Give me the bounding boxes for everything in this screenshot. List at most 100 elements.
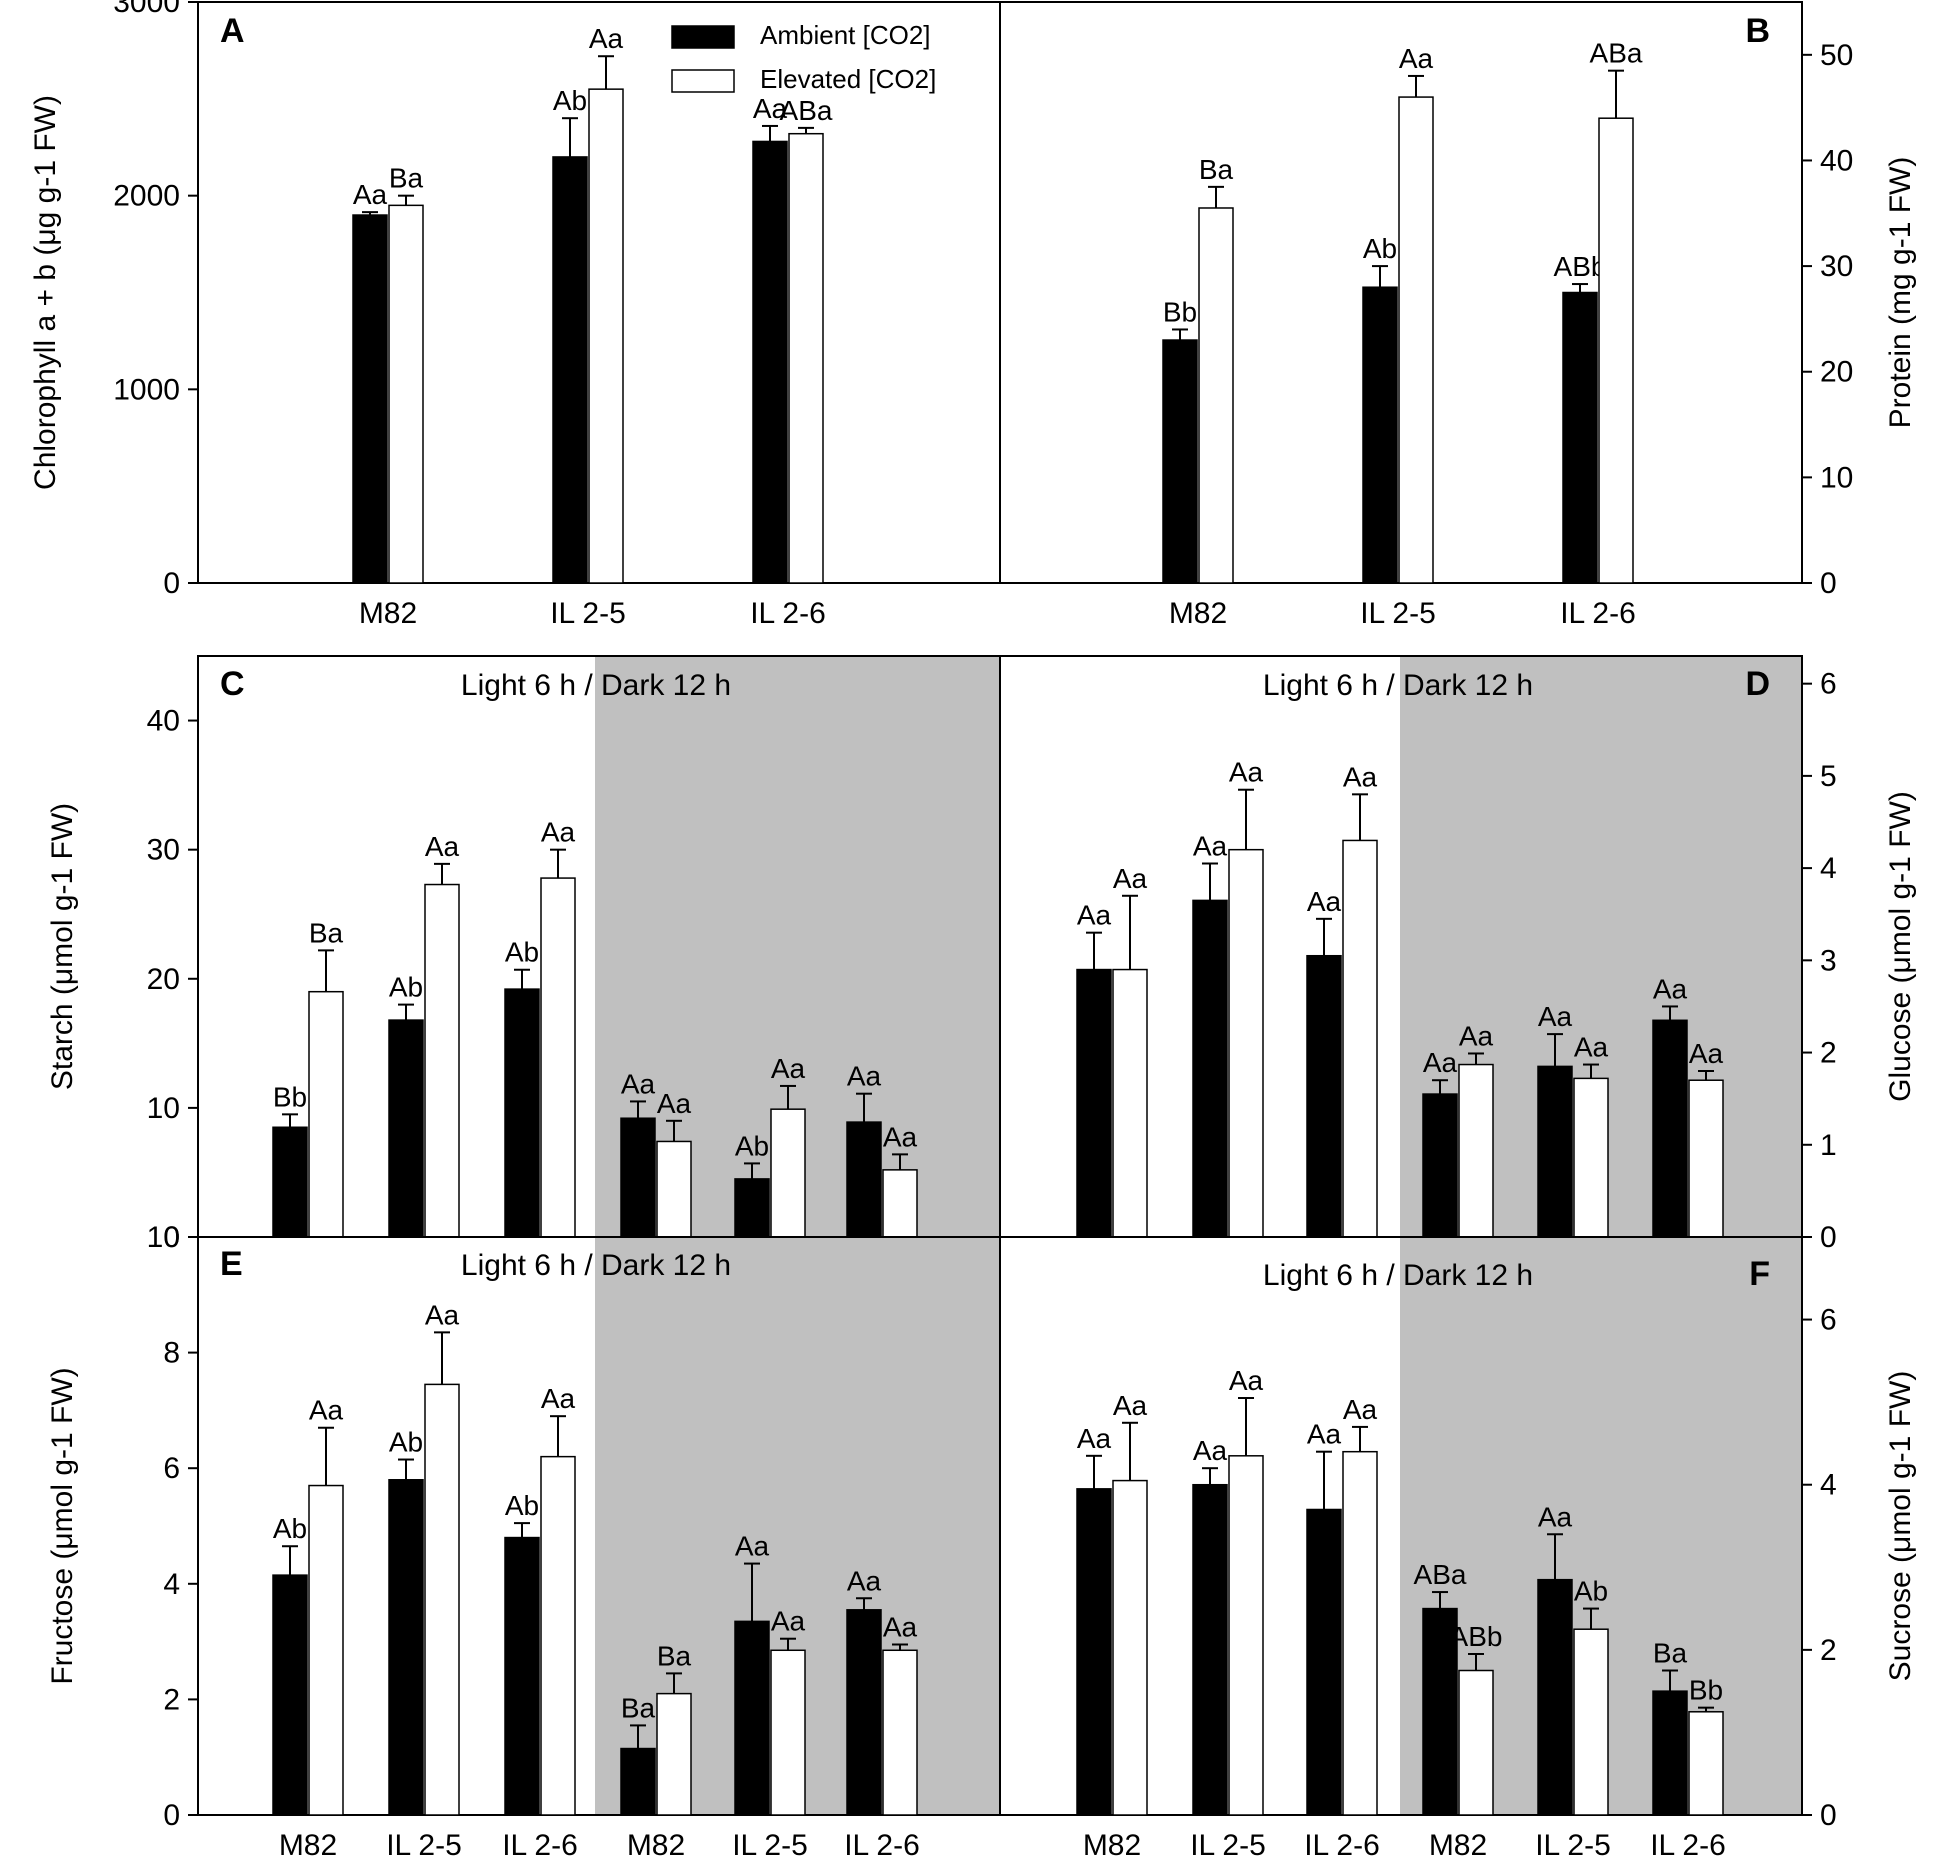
sig-label-ambient-f-4: Aa (1538, 1501, 1573, 1532)
x-tick-label-f-3: M82 (1429, 1829, 1487, 1862)
bar-ambient-e-2 (504, 1536, 540, 1816)
sig-label-elevated-b-0: Ba (1199, 154, 1234, 185)
sig-label-ambient-b-1: Ab (1363, 233, 1397, 264)
bar-elevated-f-0 (1112, 1479, 1148, 1816)
plot-frame-f (999, 1236, 1803, 1816)
sig-label-elevated-f-4: Ab (1574, 1576, 1608, 1607)
bar-ambient-c-3 (620, 1117, 656, 1238)
bar-elevated-e-4 (770, 1649, 806, 1816)
y-tick-label-f-1: 2 (1820, 1634, 1837, 1667)
x-tick-label-f-1: IL 2-5 (1190, 1829, 1266, 1862)
bar-ambient-d-1 (1192, 899, 1228, 1238)
bar-ambient-e-3 (620, 1747, 656, 1816)
sig-label-ambient-d-4: Aa (1538, 1001, 1573, 1032)
y-tick-label-b-0: 0 (1820, 567, 1837, 600)
bar-ambient-b-0 (1162, 339, 1198, 584)
sig-label-elevated-c-0: Ba (309, 917, 344, 948)
bar-elevated-d-4 (1573, 1077, 1609, 1238)
bar-ambient-f-3 (1422, 1607, 1458, 1816)
y-tick-label-d-0: 0 (1820, 1221, 1837, 1254)
y-axis-label-f: Sucrose (μmol g-1 FW) (1884, 1371, 1917, 1682)
x-tick-label-e-5: IL 2-6 (844, 1829, 920, 1862)
sig-label-elevated-a-0: Ba (389, 163, 424, 194)
y-tick-label-c-4: 40 (147, 705, 180, 738)
sig-label-elevated-c-4: Aa (771, 1053, 806, 1084)
sig-label-elevated-f-0: Aa (1113, 1390, 1148, 1421)
y-tick-label-a-3: 3000 (113, 0, 180, 19)
sig-label-ambient-f-3: ABa (1414, 1559, 1467, 1590)
y-tick-label-d-2: 2 (1820, 1037, 1837, 1070)
panel-letter-c: C (220, 665, 245, 703)
x-tick-label-e-0: M82 (279, 1829, 337, 1862)
sig-label-elevated-e-5: Aa (883, 1611, 918, 1642)
bar-ambient-c-4 (734, 1178, 770, 1238)
sig-label-elevated-d-2: Aa (1343, 761, 1378, 792)
y-tick-label-d-1: 1 (1820, 1129, 1837, 1162)
period-title-d: Light 6 h / Dark 12 h (1263, 669, 1533, 702)
sig-label-ambient-f-0: Aa (1077, 1423, 1112, 1454)
bar-elevated-a-1 (588, 88, 624, 584)
bar-elevated-f-1 (1228, 1455, 1264, 1816)
y-axis-label-b: Protein (mg g-1 FW) (1884, 157, 1917, 429)
sig-label-ambient-b-2: ABb (1554, 251, 1607, 282)
sig-label-ambient-e-5: Aa (847, 1565, 882, 1596)
sig-label-ambient-d-3: Aa (1423, 1047, 1458, 1078)
y-tick-label-d-5: 5 (1820, 760, 1837, 793)
x-tick-label-f-4: IL 2-5 (1535, 1829, 1611, 1862)
y-tick-label-c-1: 10 (147, 1092, 180, 1125)
x-tick-label-f-2: IL 2-6 (1304, 1829, 1380, 1862)
bar-elevated-f-5 (1688, 1711, 1724, 1816)
sig-label-elevated-d-4: Aa (1574, 1032, 1609, 1063)
sig-label-ambient-c-0: Bb (273, 1081, 307, 1112)
x-tick-label-e-2: IL 2-6 (502, 1829, 578, 1862)
sig-label-elevated-f-2: Aa (1343, 1394, 1378, 1425)
period-title-f: Light 6 h / Dark 12 h (1263, 1259, 1533, 1292)
y-tick-label-f-2: 4 (1820, 1469, 1837, 1502)
x-tick-label-e-4: IL 2-5 (732, 1829, 808, 1862)
sig-label-elevated-c-3: Aa (657, 1088, 692, 1119)
sig-label-elevated-e-0: Aa (309, 1395, 344, 1426)
bar-elevated-c-4 (770, 1108, 806, 1238)
sig-label-ambient-f-5: Ba (1653, 1638, 1688, 1669)
panel-a: 0 1000 2000 3000 Chlorophyll a + b (μg g-1 F… (29, 0, 1001, 630)
y-tick-label-e-1: 2 (163, 1683, 180, 1716)
bar-elevated-c-5 (882, 1169, 918, 1238)
legend-swatch-elevated (671, 69, 735, 93)
bar-ambient-a-1 (552, 156, 588, 584)
x-tick-label-e-3: M82 (627, 1829, 685, 1862)
sig-label-ambient-d-2: Aa (1307, 886, 1342, 917)
y-tick-label-d-3: 3 (1820, 944, 1837, 977)
sig-label-ambient-e-3: Ba (621, 1692, 656, 1723)
bar-ambient-a-2 (752, 140, 788, 584)
bar-elevated-f-3 (1458, 1669, 1494, 1816)
sig-label-ambient-e-2: Ab (505, 1490, 539, 1521)
bar-ambient-e-1 (388, 1479, 424, 1816)
sig-label-ambient-d-5: Aa (1653, 973, 1688, 1004)
bar-elevated-a-0 (388, 204, 424, 584)
y-tick-label-f-0: 0 (1820, 1799, 1837, 1832)
legend: Ambient [CO2] Elevated [CO2] (671, 20, 936, 94)
panel-letter-e: E (220, 1245, 243, 1283)
bar-elevated-e-0 (308, 1484, 344, 1816)
bar-elevated-c-3 (656, 1140, 692, 1238)
sig-label-elevated-b-2: ABa (1590, 38, 1643, 69)
sig-label-ambient-e-4: Aa (735, 1531, 770, 1562)
sig-label-ambient-d-1: Aa (1193, 831, 1228, 862)
x-tick-label-e-1: IL 2-5 (386, 1829, 462, 1862)
x-tick-label-a-2: IL 2-6 (750, 597, 826, 630)
legend-label-elevated: Elevated [CO2] (760, 64, 936, 94)
bar-ambient-c-1 (388, 1019, 424, 1238)
sig-label-elevated-c-5: Aa (883, 1121, 918, 1152)
bar-elevated-d-1 (1228, 848, 1264, 1238)
panel-f: 0 2 4 6 Sucrose (μmol g-1 FW) F Light 6 h / Da… (999, 1236, 1917, 1862)
y-tick-label-e-0: 0 (163, 1799, 180, 1832)
sig-label-elevated-d-5: Aa (1689, 1038, 1724, 1069)
x-tick-label-a-1: IL 2-5 (550, 597, 626, 630)
bar-ambient-f-2 (1306, 1508, 1342, 1816)
sig-label-ambient-c-1: Ab (389, 972, 423, 1003)
y-tick-label-d-6: 6 (1820, 668, 1837, 701)
sig-label-elevated-d-0: Aa (1113, 863, 1148, 894)
panel-letter-b: B (1745, 12, 1770, 50)
bar-elevated-b-0 (1198, 207, 1234, 584)
